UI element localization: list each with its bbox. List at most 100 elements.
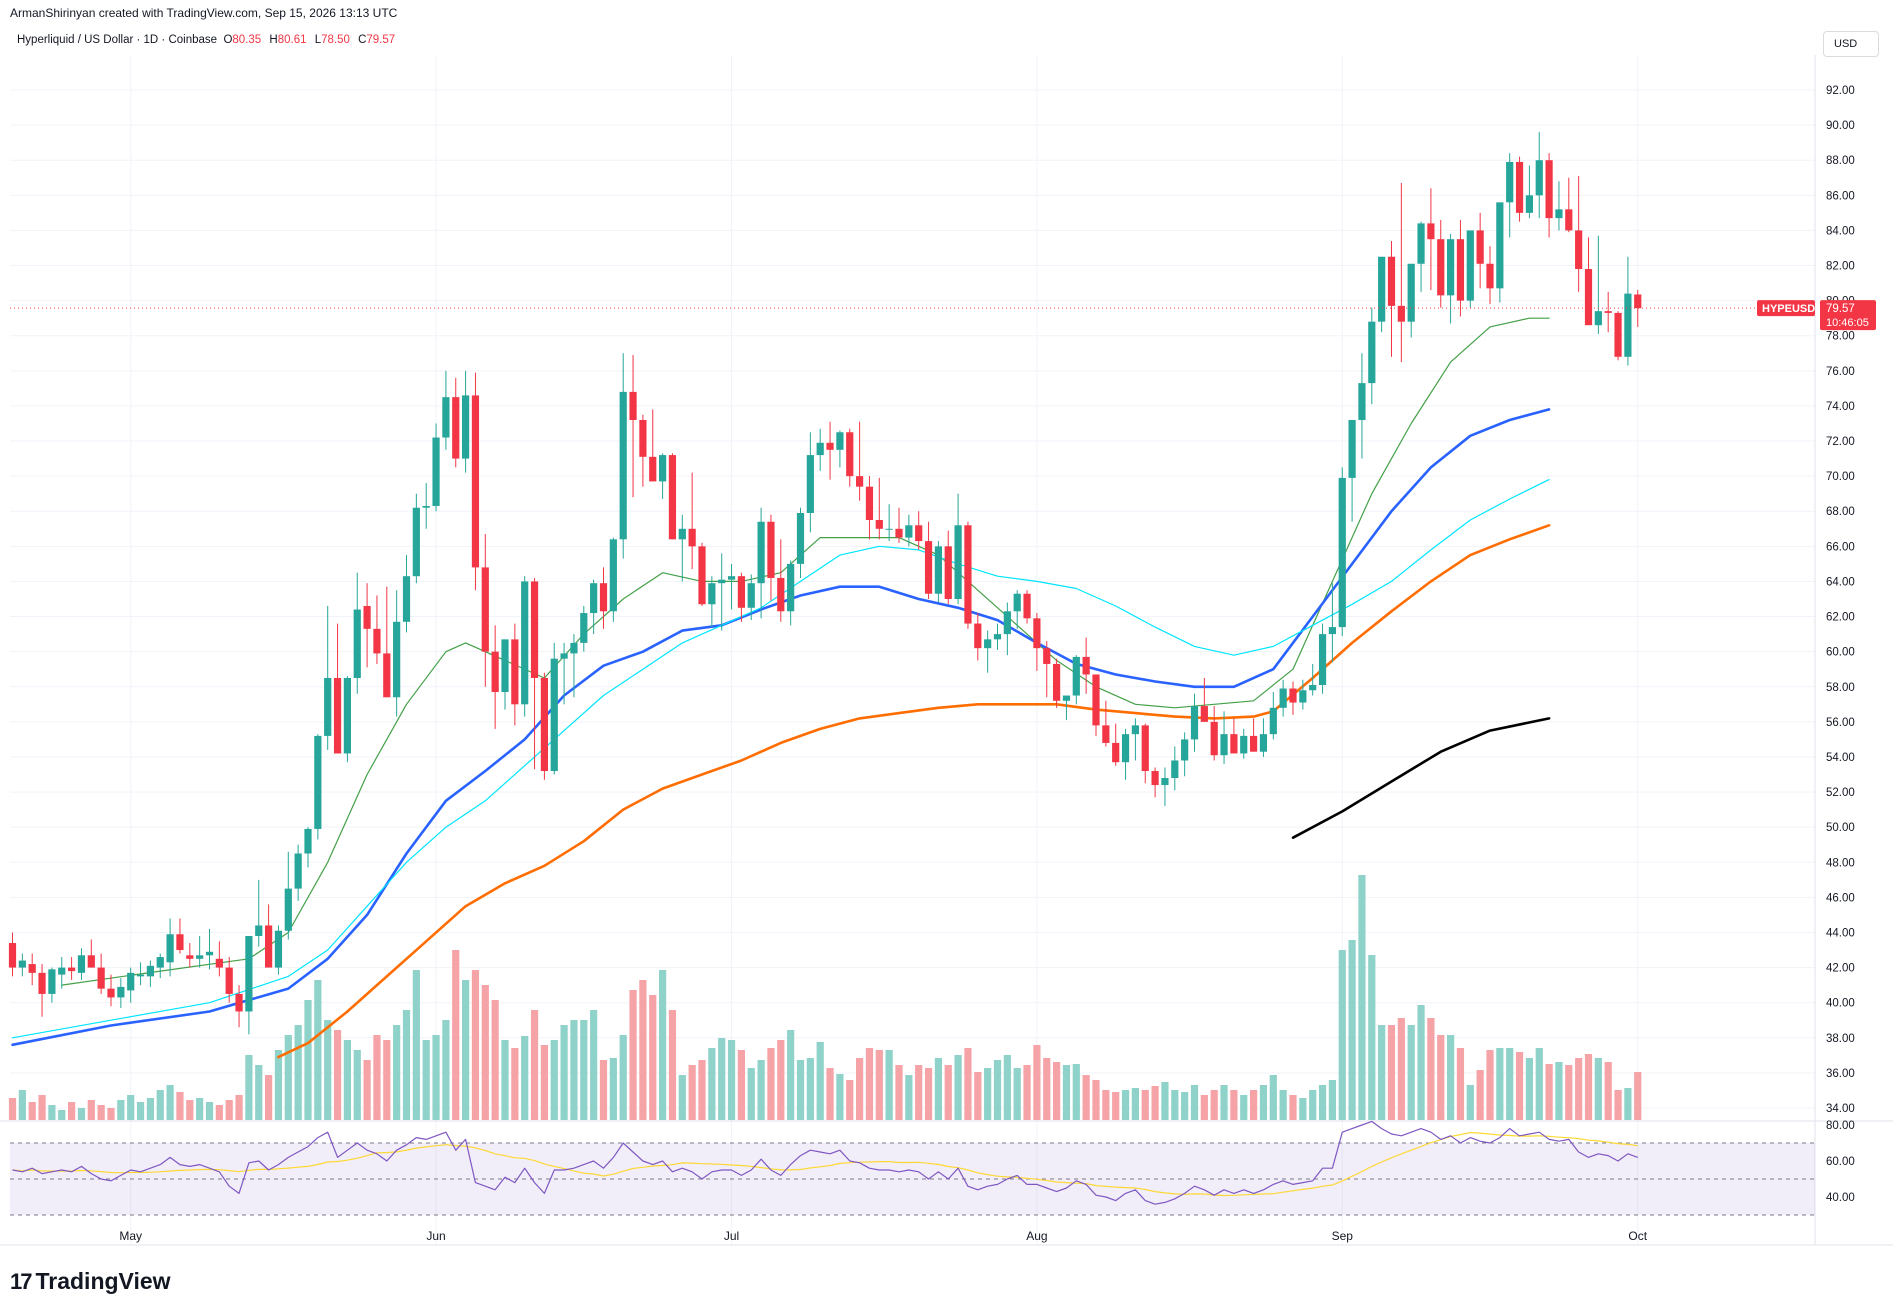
candle-body (1289, 688, 1297, 703)
volume-bar (895, 1065, 903, 1120)
volume-bar (294, 1025, 302, 1120)
moving-average-ma_blue (11, 408, 1551, 1047)
candle-body (580, 613, 588, 643)
candle-body (1309, 685, 1317, 691)
candle-body (1594, 311, 1602, 326)
candle-body (333, 677, 342, 754)
candle-body (570, 642, 578, 654)
tradingview-logo-icon: 17 (10, 1268, 33, 1294)
price-tick-label: 52.00 (1826, 787, 1855, 799)
symbol-description[interactable]: Hyperliquid / US Dollar · 1D · Coinbase (17, 34, 218, 46)
candle-body (1545, 160, 1553, 219)
moving-average-trend (1291, 717, 1551, 840)
price-tick-label: 40.00 (1826, 998, 1855, 1010)
volume-bar (363, 1060, 371, 1120)
candle-body (1171, 760, 1179, 779)
candle-body (1023, 593, 1031, 619)
candle-body (1397, 305, 1405, 322)
volume-bar (1575, 1058, 1583, 1120)
candle-body (885, 528, 893, 530)
candle-body (1476, 230, 1484, 264)
candle-body (1338, 477, 1346, 628)
candle-body (806, 455, 814, 513)
volume-bar (1200, 1095, 1208, 1120)
volume-bar (777, 1040, 785, 1120)
candle-body (18, 960, 26, 968)
candle-body (1003, 611, 1011, 635)
volume-bar (1121, 1090, 1130, 1120)
candle-body (452, 397, 460, 459)
volume-bar (540, 1045, 548, 1120)
price-tick-label: 74.00 (1826, 401, 1855, 413)
price-tick-label: 92.00 (1826, 85, 1855, 97)
candle-body (1279, 688, 1287, 708)
candle-body (462, 395, 470, 459)
volume-bar (1161, 1082, 1169, 1120)
price-tag-value: 79.57 (1826, 303, 1855, 315)
candle-body (353, 609, 361, 678)
price-axis[interactable]: 92.0090.0088.0086.0084.0082.0080.0078.00… (1826, 85, 1855, 1115)
volume-bar (659, 970, 667, 1120)
price-tick-label: 54.00 (1826, 752, 1855, 764)
open-label: O (223, 34, 233, 46)
brand-name: TradingView (35, 1268, 171, 1294)
volume-bar (924, 1068, 933, 1120)
volume-bar (18, 1090, 26, 1120)
volume-bar (422, 1040, 430, 1120)
candle-body (343, 677, 351, 754)
volume-bar (127, 1095, 135, 1120)
volume-bar (1427, 1018, 1435, 1120)
volume-bar (629, 990, 637, 1120)
volume-bar (944, 1065, 952, 1120)
candle-body (1387, 256, 1396, 306)
volume-bar (68, 1102, 76, 1120)
candle-body (1092, 674, 1100, 726)
volume-bar (1506, 1048, 1514, 1120)
volume-bar (1299, 1098, 1307, 1120)
volume-bar (314, 980, 322, 1120)
volume-bar (353, 1050, 361, 1120)
candle-body (1634, 294, 1642, 309)
candle-body (38, 972, 46, 994)
candle-body (1131, 725, 1139, 735)
volume-bar (8, 1098, 17, 1120)
candle-body (274, 930, 283, 968)
tradingview-brand[interactable]: 17 TradingView (10, 1268, 171, 1295)
candle-body (590, 583, 598, 614)
volume-bar (678, 1075, 686, 1120)
volume-bar (1220, 1085, 1228, 1120)
price-tick-label: 42.00 (1826, 963, 1855, 975)
candlesticks (8, 132, 1642, 1035)
rsi-tick-label: 80.00 (1826, 1120, 1855, 1132)
volume-bar (1565, 1065, 1573, 1120)
time-axis[interactable]: May Jun Jul Aug Sep Oct (119, 1229, 1647, 1243)
volume-bar (1456, 1048, 1465, 1120)
time-label: May (119, 1229, 142, 1243)
candle-body (1368, 321, 1376, 384)
volume-bar (856, 1058, 864, 1120)
candle-body (117, 986, 125, 998)
volume-bar (87, 1100, 95, 1120)
price-tick-label: 58.00 (1826, 682, 1855, 694)
volume-bar (796, 1060, 805, 1120)
volume-bar (432, 1035, 440, 1120)
candle-body (1112, 742, 1120, 763)
volume-bar (1555, 1062, 1563, 1120)
volume-bar (737, 1050, 745, 1120)
candle-body (609, 539, 617, 612)
volume-bar (757, 1060, 765, 1120)
candle-body (1525, 195, 1533, 213)
volume-bar (984, 1068, 992, 1120)
moving-average-lines (11, 317, 1551, 1059)
volume-bar (255, 1065, 263, 1120)
candle-body (521, 581, 529, 705)
currency-button[interactable]: USD (1823, 31, 1879, 57)
volume-bar (1535, 1048, 1543, 1120)
volume-bar (1624, 1088, 1632, 1120)
volume-bar (304, 1000, 312, 1120)
grid-lines (0, 55, 1893, 1246)
volume-bar (146, 1098, 154, 1120)
volume-bar (196, 1098, 204, 1120)
candle-body (58, 967, 66, 975)
